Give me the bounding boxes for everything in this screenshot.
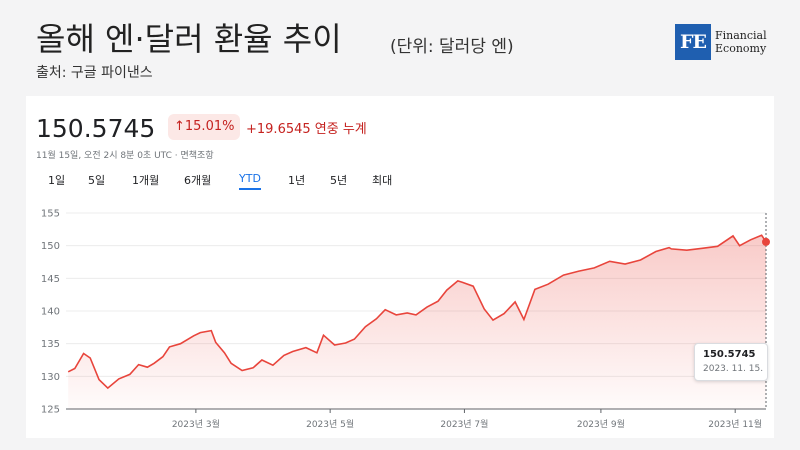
logo-line-2: Economy: [715, 42, 767, 55]
ytd-change: +19.6545 연중 누계: [246, 118, 367, 137]
y-tick-label: 135: [41, 339, 60, 350]
page-title: 올해 엔·달러 환율 추이: [36, 20, 342, 58]
range-tab-max[interactable]: 최대: [372, 174, 393, 187]
y-tick-label: 130: [41, 372, 60, 383]
ytd-change-value: +19.6545: [246, 122, 311, 137]
range-tab-5y[interactable]: 5년: [330, 174, 348, 187]
range-tab-6m[interactable]: 6개월: [184, 174, 212, 187]
quote-card: 150.5745 ↑15.01% +19.6545 연중 누계 11월 15일,…: [26, 96, 774, 438]
chart-area-fill: [68, 235, 766, 409]
y-tick-label: 155: [41, 209, 60, 220]
tooltip-date: 2023. 11. 15.: [703, 364, 764, 374]
unit-label: (단위: 달러당 엔): [390, 37, 514, 57]
chart-series-line: [67, 234, 767, 390]
financial-economy-logo: FE Financial Economy: [675, 24, 767, 60]
range-tab-5d[interactable]: 5일: [88, 174, 106, 187]
range-tab-1d[interactable]: 1일: [48, 174, 66, 187]
range-tab-1m[interactable]: 1개월: [132, 174, 160, 187]
exchange-rate-chart: 155 150 145 140 135 130 125 2023년 3월 2023년 5월 20…: [41, 209, 770, 430]
current-price: 150.5745: [36, 114, 156, 143]
logo-line-1: Financial: [715, 29, 767, 42]
x-tick-label: 2023년 5월: [306, 418, 354, 430]
timestamp: 11월 15일, 오전 2시 8분 0초 UTC · 면책조항: [36, 151, 214, 161]
x-tick-label: 2023년 11월: [708, 418, 762, 430]
last-point-marker[interactable]: [762, 237, 770, 246]
ytd-change-label: 연중 누계: [314, 122, 367, 137]
y-tick-label: 150: [41, 241, 60, 252]
range-tab-1y[interactable]: 1년: [288, 174, 306, 187]
chart-tooltip: 150.5745 2023. 11. 15.: [694, 343, 768, 381]
y-tick-label: 125: [41, 405, 60, 416]
x-tick-label: 2023년 9월: [577, 418, 625, 430]
tooltip-value: 150.5745: [703, 349, 756, 360]
source-label: 출처: 구글 파이낸스: [36, 65, 153, 81]
logo-mark: FE: [675, 24, 711, 60]
range-tab-ytd[interactable]: YTD: [239, 172, 261, 190]
x-tick-label: 2023년 3월: [172, 418, 220, 430]
y-tick-label: 145: [41, 274, 60, 285]
x-tick-label: 2023년 7월: [440, 418, 488, 430]
percent-change-badge: ↑15.01%: [168, 114, 241, 140]
y-tick-label: 140: [41, 307, 60, 318]
